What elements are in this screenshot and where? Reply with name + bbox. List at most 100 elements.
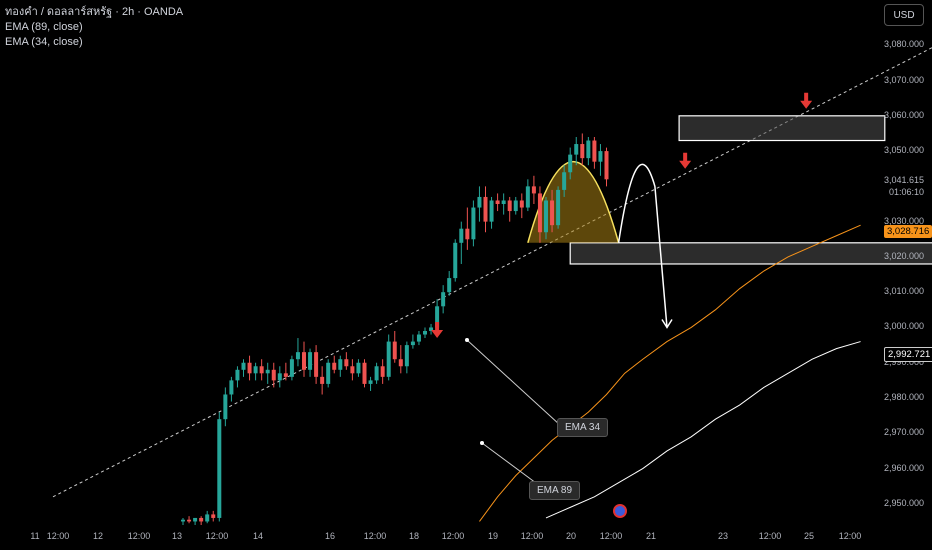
time-tick-label: 12 — [92, 531, 104, 541]
candle-body — [410, 341, 415, 346]
price-tick-label: 3,070.000 — [883, 74, 924, 85]
candle-body — [253, 366, 258, 374]
candle-body — [513, 200, 518, 212]
candle-body — [199, 517, 204, 522]
candle-body — [604, 151, 609, 180]
candle-body — [531, 186, 536, 194]
candle-body — [507, 200, 512, 212]
candle-body — [392, 341, 397, 360]
ema34-annotation[interactable]: EMA 34 — [557, 418, 609, 437]
candle-body — [459, 228, 464, 243]
candle-body — [568, 154, 573, 173]
ema89-annotation[interactable]: EMA 89 — [529, 481, 581, 500]
candle-body — [489, 200, 494, 222]
candle-body — [404, 345, 409, 367]
candle-body — [277, 373, 282, 381]
candle-body — [362, 362, 367, 384]
time-tick-label: 12:00 — [758, 531, 782, 541]
candle-body — [295, 352, 300, 360]
candle-body — [223, 394, 228, 420]
price-tick-label: 2,950.000 — [883, 497, 924, 508]
candle-body — [350, 366, 355, 374]
candle-body — [320, 376, 325, 384]
candle-body — [598, 151, 603, 162]
candle-body — [217, 419, 222, 518]
chart-legend: ทองคำ / ดอลลาร์สหรัฐ · 2h · OANDA EMA (8… — [5, 5, 183, 50]
candle-body — [398, 359, 403, 367]
time-tick-label: 12:00 — [599, 531, 623, 541]
candle-body — [302, 352, 306, 370]
candle-body — [429, 327, 434, 331]
time-tick-label: 25 — [803, 531, 815, 541]
time-tick-label: 12:00 — [363, 531, 387, 541]
time-tick-label: 12:00 — [520, 531, 544, 541]
candle-body — [338, 359, 343, 370]
price-tick-label: 2,960.000 — [883, 462, 924, 473]
candle-body — [368, 380, 373, 384]
candle-body — [556, 189, 561, 226]
economic-event-flag-icon[interactable] — [613, 504, 627, 518]
time-tick-label: 12:00 — [205, 531, 229, 541]
candle-body — [416, 334, 421, 342]
candle-body — [525, 186, 530, 208]
down-arrow-icon-1 — [679, 152, 692, 169]
candle-body — [465, 228, 470, 240]
candle-body — [181, 519, 185, 522]
price-tick-label: 3,041.615 — [883, 174, 924, 185]
candle-body — [574, 144, 579, 155]
candle-body — [235, 369, 240, 381]
candle-body — [501, 200, 506, 205]
candle-body — [283, 373, 288, 377]
candle-body — [259, 366, 264, 374]
ema-line-34 — [479, 224, 861, 522]
candle-body — [544, 200, 548, 233]
ema89-connector — [481, 442, 541, 487]
ema89-legend[interactable]: EMA (89, close) — [5, 21, 83, 33]
time-tick-label: 16 — [324, 531, 336, 541]
currency-button[interactable]: USD — [884, 4, 924, 26]
candle-body — [229, 380, 234, 395]
zone-box-1 — [569, 242, 932, 265]
bar-countdown: 01:06:10 — [888, 186, 924, 197]
candle-body — [326, 362, 331, 384]
time-tick-label: 19 — [487, 531, 499, 541]
symbol-title[interactable]: ทองคำ / ดอลลาร์สหรัฐ · 2h · OANDA — [5, 6, 184, 18]
candle-body — [483, 196, 488, 222]
projection-arrowhead — [661, 319, 673, 329]
candle-body — [453, 242, 458, 279]
time-tick-label: 12:00 — [46, 531, 70, 541]
candle-body — [550, 200, 555, 226]
price-tick-label: 2,980.000 — [883, 392, 924, 402]
candle-body — [441, 292, 446, 307]
ema-line-89 — [545, 341, 861, 519]
candle-body — [562, 172, 567, 190]
candle-body — [265, 369, 270, 374]
price-tick-label: 3,000.000 — [883, 321, 924, 332]
candle-body — [308, 352, 313, 370]
last-price-tag: 3,028.716 — [884, 225, 932, 238]
candle-body — [447, 278, 452, 293]
candle-body — [519, 200, 524, 208]
down-arrow-icon-2 — [800, 92, 813, 109]
candle-body — [423, 330, 427, 335]
down-arrow-icon-0 — [431, 322, 444, 339]
candle-body — [211, 514, 216, 518]
candle-body — [241, 362, 246, 370]
candle-body — [247, 362, 252, 374]
time-tick-label: 14 — [252, 531, 264, 541]
candle-body — [586, 140, 591, 159]
projection-path — [617, 163, 668, 328]
time-tick-label: 23 — [717, 531, 729, 541]
candle-body — [289, 359, 294, 377]
crosshair-price-tag: 2,992.721 — [884, 347, 932, 362]
resistance-trendline — [52, 47, 932, 498]
candle-body — [386, 341, 391, 377]
ema34-legend[interactable]: EMA (34, close) — [5, 36, 83, 48]
candle-body — [344, 359, 349, 367]
candle-body — [374, 366, 379, 381]
price-tick-label: 3,060.000 — [883, 109, 924, 120]
price-tick-label: 2,970.000 — [883, 427, 924, 438]
candle-body — [380, 366, 385, 377]
time-tick-label: 13 — [171, 531, 183, 541]
